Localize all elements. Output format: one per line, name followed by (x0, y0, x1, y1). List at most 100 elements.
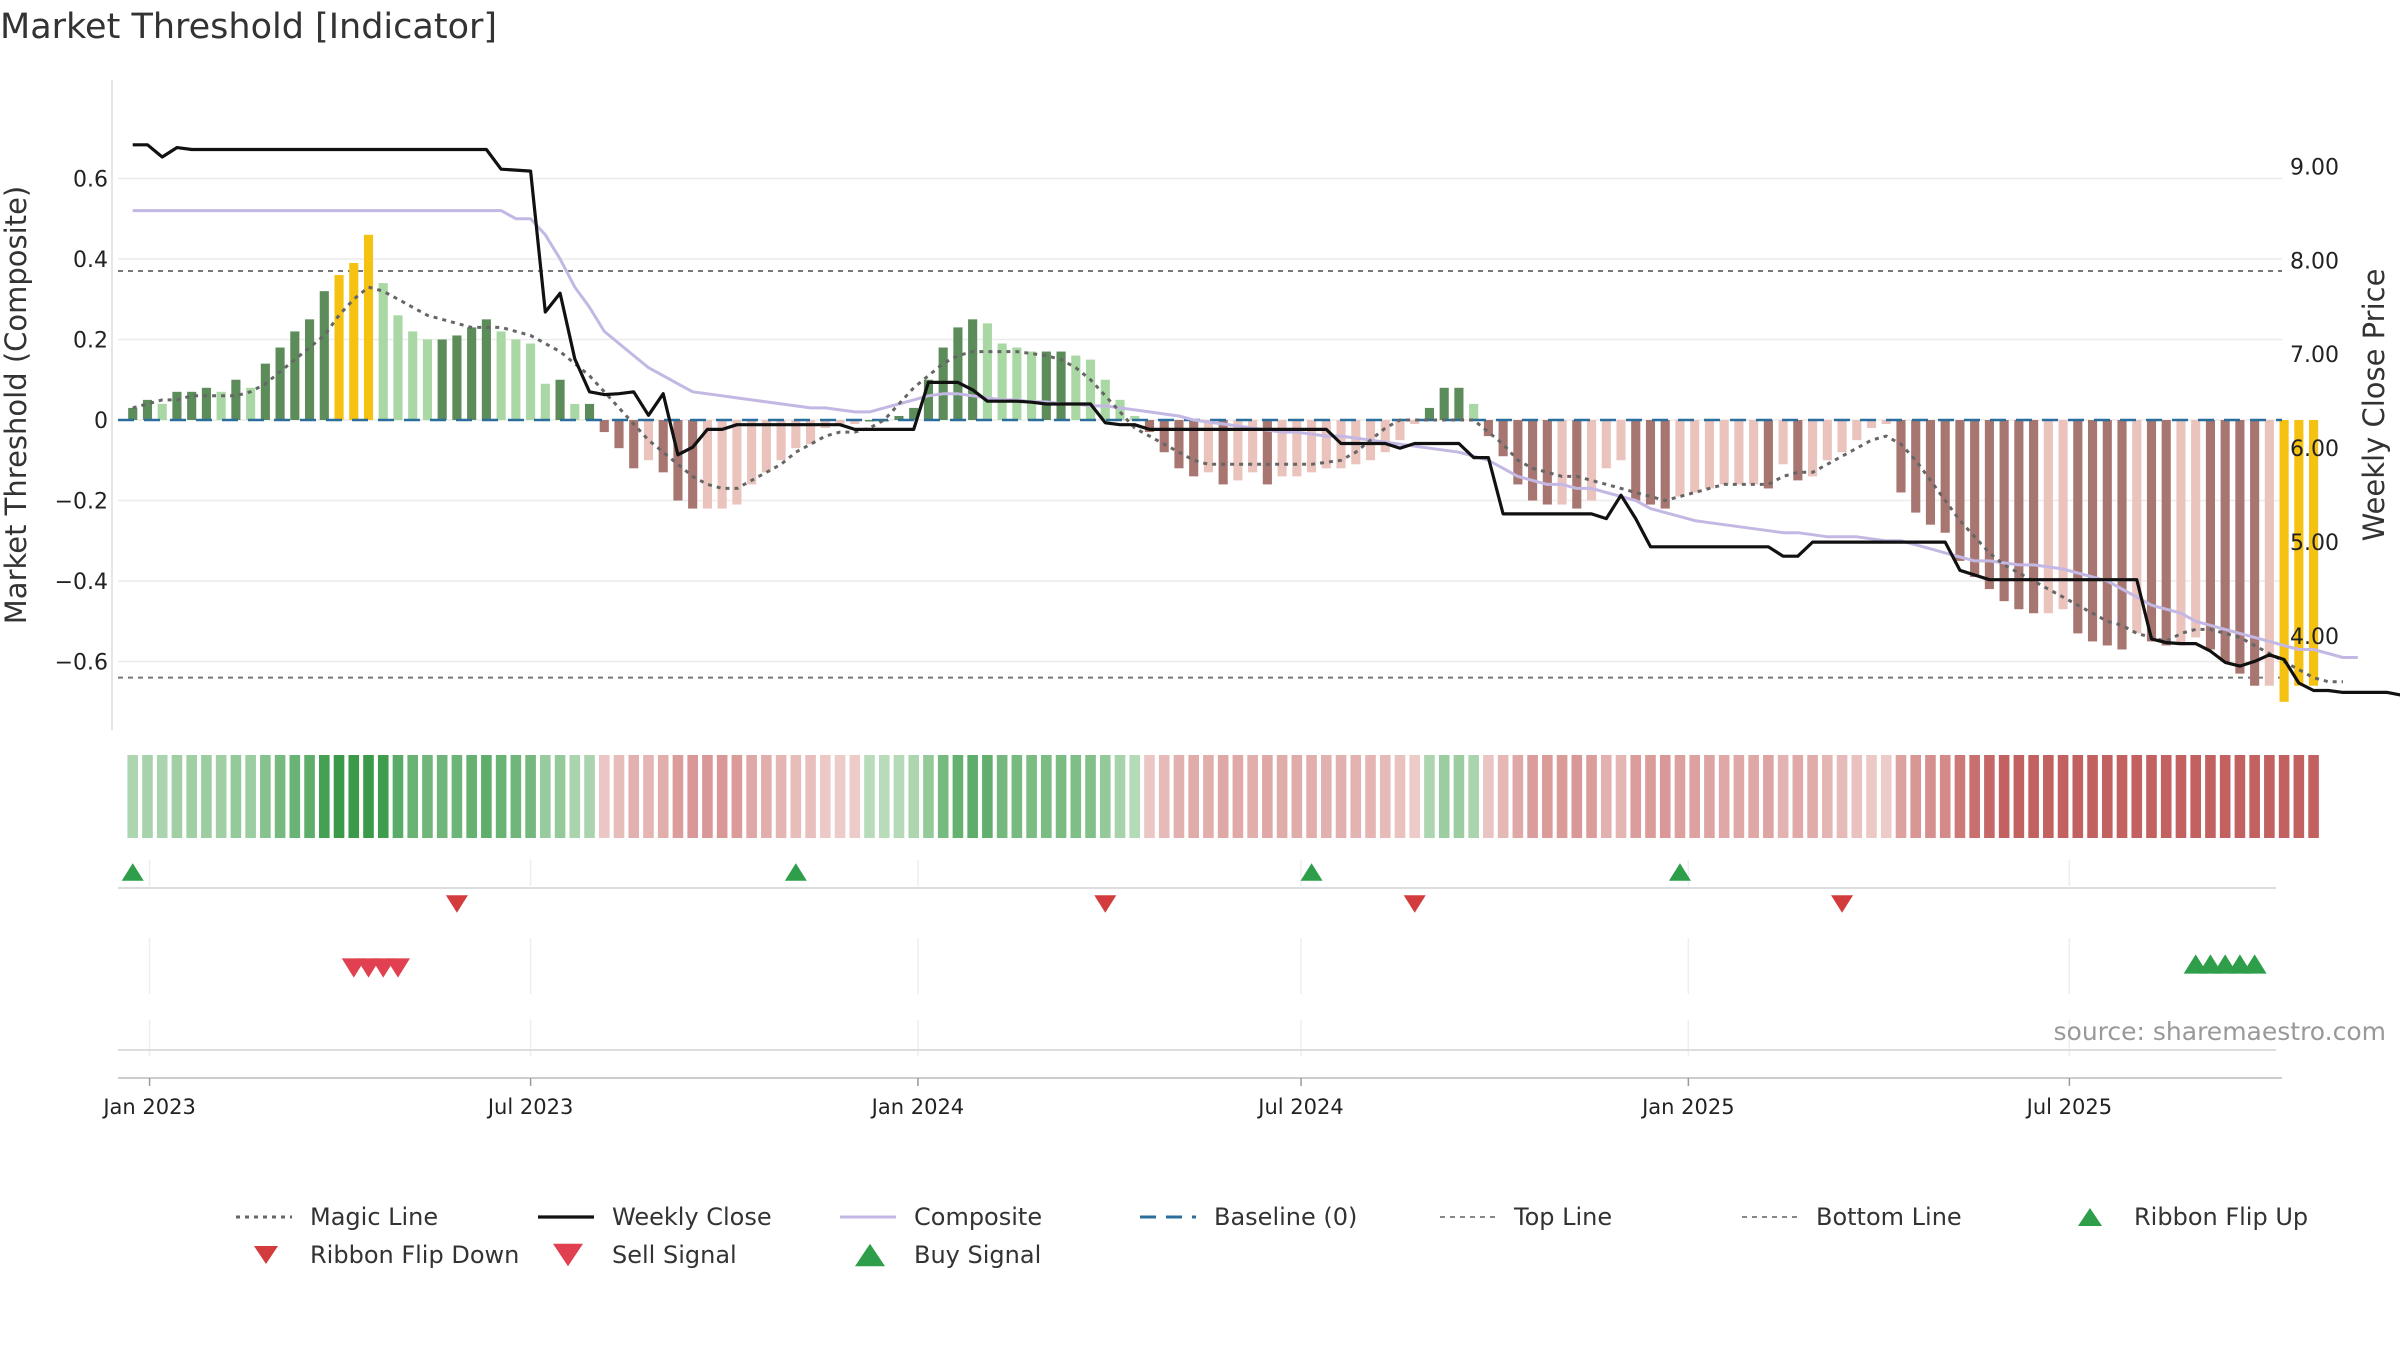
composite-bar (747, 420, 757, 485)
ribbon-cell (1939, 755, 1951, 838)
ribbon-cell (834, 755, 846, 838)
composite-bar (1660, 420, 1670, 509)
ribbon-cell (230, 755, 242, 838)
ribbon-cell (554, 755, 566, 838)
composite-bar (2058, 420, 2068, 610)
buy-signal-marker (2242, 954, 2267, 974)
ribbon-cell (628, 755, 640, 838)
ribbon-cell (1041, 755, 1052, 838)
ribbon-cell (1866, 755, 1877, 838)
magic-line (132, 285, 2343, 684)
ribbon-cell (761, 755, 772, 838)
ribbon-cell (1276, 755, 1288, 838)
composite-bar (1690, 420, 1700, 493)
ribbon-cell (1851, 755, 1863, 838)
ribbon-cell (201, 755, 212, 838)
ribbon-cell (2101, 755, 2113, 838)
ribbon-cell (1070, 755, 1082, 838)
ribbon-cell (436, 755, 448, 838)
ribbon-cell (1320, 755, 1332, 838)
x-axis-ticks: Jan 2023 Jul 2023 Jan 2024 Jul 2024 Jan 2025… (101, 1078, 2112, 1119)
legend-label: Baseline (0) (1214, 1203, 1357, 1231)
composite-bar (128, 407, 138, 420)
weekly-close-line (132, 143, 2400, 697)
composite-bar (1734, 420, 1744, 485)
right-axis-ticks: 9.00 8.00 7.00 6.00 5.00 4.00 (2290, 155, 2339, 650)
composite-bar (319, 291, 329, 420)
ribbon-cell (1600, 755, 1612, 838)
ribbon-cell (657, 755, 669, 838)
ribbon-cell (1158, 755, 1170, 838)
composite-bar (496, 331, 506, 420)
ribbon-cell (893, 755, 905, 838)
ribbon-cell (1291, 755, 1303, 838)
composite-bar (732, 420, 742, 505)
ribbon-cell (2072, 755, 2084, 838)
x-tick-label: Jul 2024 (1256, 1095, 1343, 1119)
ribbon-cell (1188, 755, 1199, 838)
composite-bar (526, 343, 536, 420)
legend-item-flipdown: Ribbon Flip Down (254, 1241, 519, 1269)
ribbon-cell (1247, 755, 1258, 838)
legend-item-top: Top Line (1440, 1203, 1612, 1231)
ribbon-cell (923, 755, 934, 838)
composite-bar (555, 379, 565, 420)
composite-bar (791, 420, 801, 449)
ribbon-cell (2190, 755, 2201, 838)
composite-bar (2029, 420, 2039, 614)
composite-bar (1513, 420, 1523, 485)
ribbon-cell (1822, 755, 1833, 838)
ribbon-cell (1055, 755, 1067, 838)
composite-bar (246, 387, 256, 420)
composite-line (132, 209, 2358, 659)
composite-bar (2191, 420, 2201, 638)
composite-bar (511, 339, 521, 420)
ribbon-cell (908, 755, 920, 838)
left-tick-label: 0.6 (73, 167, 108, 192)
composite-bar (1704, 420, 1714, 489)
composite-bar (2117, 420, 2127, 650)
composite-bar (2279, 420, 2289, 702)
ribbon-cell (1424, 755, 1435, 838)
composite-bars (128, 234, 2319, 702)
ribbon-cell (716, 755, 728, 838)
composite-bar (1881, 420, 1891, 425)
signal-rows (118, 860, 2282, 1079)
composite-bar (349, 262, 359, 420)
composite-bar (835, 420, 845, 425)
ribbon-cell (849, 755, 861, 838)
composite-bar (614, 420, 624, 449)
ribbon-cell (1144, 755, 1155, 838)
ribbon-cell (2043, 755, 2054, 838)
composite-bar (1395, 420, 1405, 441)
ribbon-cell (171, 755, 183, 838)
ribbon-cell (495, 755, 507, 838)
ribbon-flip-down-marker (1403, 895, 1426, 913)
ribbon-cell (805, 755, 816, 838)
composite-bar (1778, 420, 1788, 465)
ribbon-flip-down-marker (445, 895, 468, 913)
ribbon-cell (1645, 755, 1656, 838)
composite-bar (172, 391, 182, 420)
composite-bar (1822, 420, 1832, 461)
composite-bar (1837, 420, 1847, 453)
ribbon-cell (127, 755, 139, 838)
ribbon-cell (952, 755, 964, 838)
composite-bar (1866, 420, 1877, 429)
composite-bar (717, 420, 727, 509)
composite-bar (909, 407, 919, 420)
ribbon-cell (1483, 755, 1494, 838)
composite-bar (1380, 420, 1390, 453)
legend-label: Buy Signal (914, 1241, 1041, 1269)
ribbon-cell (569, 755, 581, 838)
x-tick-label: Jan 2023 (101, 1095, 196, 1119)
composite-bar (2250, 420, 2260, 686)
ribbon-cell (318, 755, 330, 838)
legend-label: Ribbon Flip Up (2134, 1203, 2308, 1231)
ribbon-cell (1571, 755, 1583, 838)
ribbon-cell (613, 755, 625, 838)
x-tick-label: Jul 2023 (486, 1095, 573, 1119)
composite-bar (1645, 420, 1656, 505)
ribbon-cell (1085, 755, 1096, 838)
ribbon-cell (1836, 755, 1848, 838)
